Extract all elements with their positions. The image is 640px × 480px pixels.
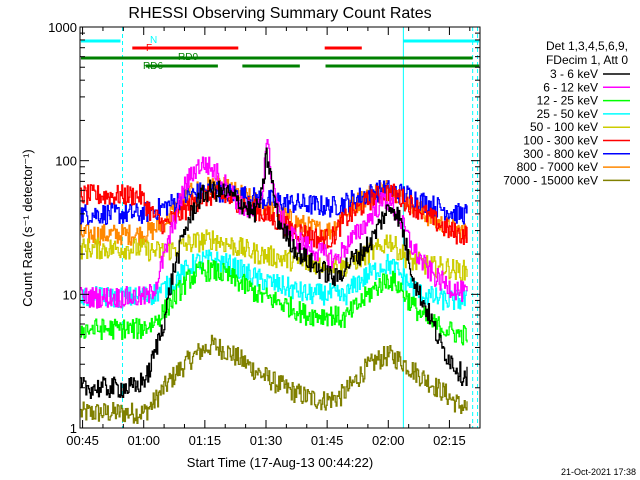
y-tick-label-100: 100	[55, 154, 77, 169]
footer-timestamp: 21-Oct-2021 17:38	[561, 467, 636, 477]
legend-label-100-300-kev: 100 - 300 keV	[523, 134, 598, 148]
series-7000-15000-kev-line	[80, 334, 468, 424]
series-100-300-kev-line	[80, 183, 468, 250]
x-tick-label-02:15: 02:15	[433, 433, 466, 448]
x-tick-label-02:00: 02:00	[372, 433, 405, 448]
legend-label-800-7000-kev: 800 - 7000 keV	[517, 160, 598, 174]
state-bar-label-rd0: RD0	[178, 52, 198, 63]
series-50-100-kev-line	[80, 229, 468, 283]
legend-label-25-50-kev: 25 - 50 keV	[537, 107, 598, 121]
axis-ticks: 00:45 01:00 01:15 01:30 01:45 02:00 02:15 1 10 10…	[48, 20, 480, 448]
y-tick-label-10: 10	[63, 287, 77, 302]
data-series-layer: NF RD0 RD6	[80, 27, 480, 428]
legend-label-50-100-kev: 50 - 100 keV	[530, 120, 598, 134]
state-bar-label-n: N	[150, 35, 157, 46]
legend-label-3-6-kev: 3 - 6 keV	[550, 67, 598, 81]
legend: Det 1,3,4,5,6,9, FDecim 1, Att 0 3 - 6 k…	[503, 39, 630, 187]
plot-frame	[79, 26, 481, 429]
legend-label-12-25-kev: 12 - 25 keV	[537, 94, 598, 108]
legend-label-300-800-kev: 300 - 800 keV	[523, 147, 598, 161]
legend-label-6-12-kev: 6 - 12 keV	[543, 80, 598, 94]
chart-title: RHESSI Observing Summary Count Rates	[128, 5, 431, 22]
state-bar-label-rd6: RD6	[143, 61, 163, 72]
series-12-25-kev-line	[80, 260, 468, 346]
y-tick-label-1000: 1000	[48, 20, 77, 35]
state-bar-label-f: F	[146, 43, 152, 54]
x-axis-label: Start Time (17-Aug-13 00:44:22)	[187, 455, 373, 470]
x-tick-label-00:45: 00:45	[66, 433, 99, 448]
y-axis-label: Count Rate (s⁻¹ detector⁻¹)	[20, 149, 35, 307]
legend-header-line-2: FDecim 1, Att 0	[546, 53, 628, 67]
series-3-6-kev-line	[80, 147, 468, 399]
legend-header-line-1: Det 1,3,4,5,6,9,	[546, 39, 628, 53]
x-tick-label-01:00: 01:00	[127, 433, 160, 448]
legend-label-7000-15000-kev: 7000 - 15000 keV	[503, 173, 598, 187]
y-tick-label-1: 1	[70, 421, 77, 436]
x-tick-label-01:15: 01:15	[189, 433, 222, 448]
x-tick-label-01:30: 01:30	[250, 433, 283, 448]
series-25-50-kev-line	[80, 249, 468, 311]
x-tick-label-01:45: 01:45	[311, 433, 344, 448]
